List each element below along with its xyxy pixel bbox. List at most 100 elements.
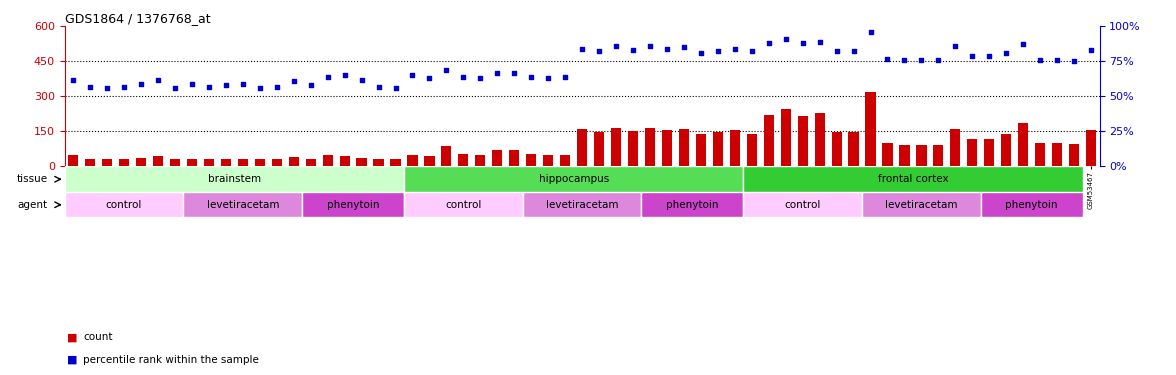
Bar — [136, 158, 146, 166]
Bar — [302, 192, 405, 217]
Text: control: control — [784, 200, 821, 210]
Point — [403, 72, 422, 78]
Point — [641, 43, 660, 49]
Point — [132, 81, 151, 87]
Bar — [153, 156, 163, 166]
Point — [301, 82, 320, 88]
Point — [216, 82, 235, 88]
Bar — [612, 128, 621, 166]
Point — [675, 44, 694, 50]
Point — [200, 84, 219, 90]
Bar — [509, 150, 520, 166]
Bar — [526, 154, 536, 166]
Text: count: count — [83, 333, 113, 342]
Point — [794, 40, 813, 46]
Bar — [984, 139, 995, 166]
Point — [352, 76, 370, 82]
Point — [997, 50, 1016, 56]
Bar — [628, 131, 639, 166]
Point — [166, 85, 185, 91]
Point — [81, 84, 100, 90]
Bar — [981, 192, 1083, 217]
Point — [776, 36, 795, 42]
Point — [963, 53, 982, 59]
Bar — [866, 92, 876, 166]
Point — [182, 81, 201, 87]
Point — [1082, 47, 1101, 53]
Text: control: control — [106, 200, 142, 210]
Bar — [288, 157, 299, 166]
Bar — [407, 155, 417, 166]
Bar — [862, 192, 981, 217]
Point — [556, 74, 575, 80]
Point — [827, 48, 846, 54]
Text: ■: ■ — [67, 333, 78, 342]
Bar — [900, 146, 909, 166]
Point — [760, 40, 779, 46]
Text: levetiracetam: levetiracetam — [546, 200, 619, 210]
Point — [742, 48, 761, 54]
Bar — [713, 132, 723, 166]
Point — [98, 85, 116, 91]
Text: percentile rank within the sample: percentile rank within the sample — [83, 355, 260, 365]
Bar — [950, 129, 961, 166]
Bar — [743, 192, 862, 217]
Bar — [1053, 143, 1062, 166]
Bar — [730, 130, 740, 166]
Point — [285, 78, 303, 84]
Point — [250, 85, 269, 91]
Bar — [65, 192, 183, 217]
Bar — [781, 108, 790, 166]
Point — [810, 39, 829, 45]
Point — [980, 53, 998, 59]
Point — [64, 76, 82, 82]
Bar — [747, 134, 757, 166]
Text: phenytoin: phenytoin — [1005, 200, 1058, 210]
Text: agent: agent — [18, 200, 48, 210]
Point — [1031, 57, 1050, 63]
Bar — [641, 192, 743, 217]
Bar — [405, 192, 523, 217]
Bar — [187, 159, 198, 166]
Bar — [577, 129, 587, 166]
Point — [691, 50, 710, 56]
Bar — [916, 146, 927, 166]
Bar — [65, 166, 405, 192]
Text: frontal cortex: frontal cortex — [877, 174, 948, 184]
Text: levetiracetam: levetiracetam — [886, 200, 957, 210]
Bar — [743, 166, 1083, 192]
Bar — [1018, 123, 1028, 166]
Bar — [1085, 130, 1096, 166]
Point — [319, 74, 338, 80]
Bar — [340, 156, 349, 166]
Bar — [475, 155, 486, 166]
Text: phenytoin: phenytoin — [327, 200, 380, 210]
Bar — [882, 143, 893, 166]
Bar — [848, 132, 858, 166]
Point — [878, 56, 897, 62]
Bar — [560, 155, 570, 166]
Bar — [763, 115, 774, 166]
Bar — [272, 159, 282, 166]
Text: ■: ■ — [67, 355, 78, 365]
Point — [607, 43, 626, 49]
Bar — [119, 159, 129, 166]
Bar — [797, 116, 808, 166]
Bar — [68, 155, 79, 166]
Bar — [679, 129, 689, 166]
Point — [657, 46, 676, 52]
Point — [369, 84, 388, 90]
Point — [539, 75, 557, 81]
Text: phenytoin: phenytoin — [666, 200, 719, 210]
Bar — [356, 158, 367, 166]
Text: control: control — [446, 200, 481, 210]
Point — [335, 72, 354, 78]
Point — [420, 75, 439, 81]
Bar — [523, 192, 641, 217]
Bar — [85, 159, 95, 166]
Point — [488, 69, 507, 75]
Point — [573, 46, 592, 52]
Bar — [425, 156, 434, 166]
Bar — [459, 154, 468, 166]
Point — [861, 29, 880, 35]
